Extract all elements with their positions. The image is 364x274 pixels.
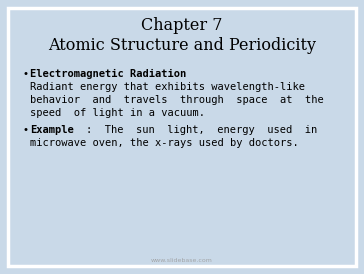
Text: Radiant energy that exhibits wavelength-like: Radiant energy that exhibits wavelength-… <box>30 82 305 92</box>
Text: Electromagnetic Radiation: Electromagnetic Radiation <box>30 69 186 79</box>
Text: Example: Example <box>30 125 74 135</box>
Text: www.slidebase.com: www.slidebase.com <box>151 258 213 262</box>
Text: Atomic Structure and Periodicity: Atomic Structure and Periodicity <box>48 38 316 55</box>
Text: Chapter 7: Chapter 7 <box>141 18 223 35</box>
Text: •: • <box>22 69 28 79</box>
Text: :  The  sun  light,  energy  used  in: : The sun light, energy used in <box>86 125 317 135</box>
Text: •: • <box>22 125 28 135</box>
Text: speed  of light in a vacuum.: speed of light in a vacuum. <box>30 108 205 118</box>
Text: behavior  and  travels  through  space  at  the: behavior and travels through space at th… <box>30 95 324 105</box>
Text: microwave oven, the x-rays used by doctors.: microwave oven, the x-rays used by docto… <box>30 138 299 148</box>
